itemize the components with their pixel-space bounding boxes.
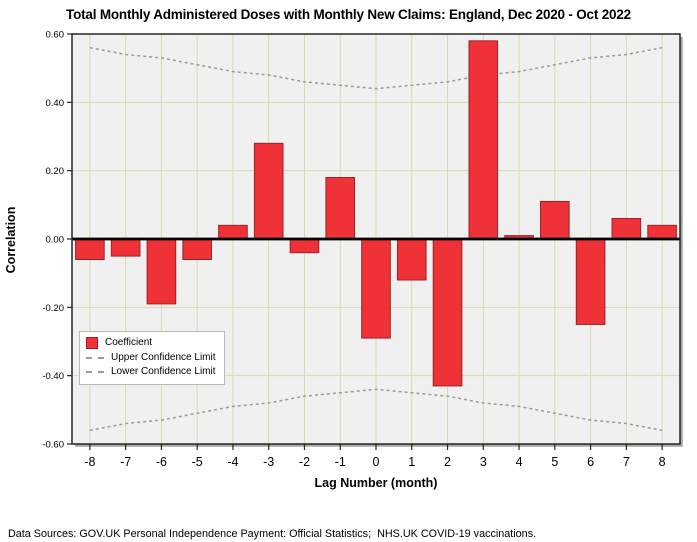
x-tick-label: -2 (299, 455, 310, 469)
bar-lag--4 (218, 224, 248, 240)
upper-confidence-line (89, 46, 663, 90)
legend-item-label: Upper Confidence Limit (111, 351, 216, 363)
x-tick-label: 3 (480, 455, 487, 469)
bar-lag--1 (325, 177, 356, 240)
dashed-line-swatch-icon (86, 371, 104, 374)
x-tick-label: 8 (659, 455, 666, 469)
x-tick-label: 2 (444, 455, 451, 469)
bar-lag--2 (289, 238, 320, 254)
y-tick-label: -0.60 (42, 440, 64, 451)
bar-lag-2 (432, 238, 463, 387)
y-tick-label: 0.20 (46, 166, 65, 177)
bar-lag-5 (540, 200, 570, 240)
x-tick-label: 1 (408, 455, 415, 469)
coefficient-swatch-icon (86, 337, 98, 350)
x-tick-label: -4 (227, 455, 238, 469)
x-tick-label: -8 (84, 455, 95, 469)
bar-lag-3 (468, 40, 499, 240)
y-tick-label: 0.60 (46, 30, 65, 41)
cross-correlation-chart: 0.60 0.40 0.20 0.00 -0.20 -0.40 -0.60 -8 -7 -6 -5 -… (42, 30, 683, 469)
legend-item-label: Coefficient (105, 337, 153, 348)
y-axis-label: Correlation (4, 206, 18, 274)
bar-lag-8 (647, 224, 677, 240)
bar-lag--5 (182, 238, 212, 260)
bar-lag-7 (611, 218, 642, 240)
x-tick-label: -3 (263, 455, 274, 469)
bar-lag--7 (110, 238, 141, 257)
x-tick-label: 4 (516, 455, 523, 469)
chart-title: Total Monthly Administered Doses with Mo… (66, 7, 631, 22)
bar-lag-1 (396, 238, 427, 281)
x-axis-label: Lag Number (month) (314, 476, 438, 490)
x-tick-label: 7 (623, 455, 630, 469)
y-tick-label: 0.00 (46, 235, 65, 246)
bar-lag--8 (75, 238, 105, 260)
lower-confidence-line (89, 388, 663, 432)
bar-lag-6 (575, 238, 606, 325)
x-tick-label: -1 (335, 455, 346, 469)
x-tick-label: 5 (551, 455, 558, 469)
caption: Data Sources: GOV.UK Personal Independen… (8, 501, 536, 542)
y-tick-label: -0.20 (42, 303, 64, 314)
x-tick-label: 0 (373, 455, 380, 469)
legend-item: Upper Confidence Limit (86, 351, 216, 366)
bar-lag-0 (361, 238, 391, 339)
y-tick-label: 0.40 (46, 98, 65, 109)
caption-line-1: Data Sources: GOV.UK Personal Independen… (8, 528, 537, 540)
bar-lag--6 (146, 238, 177, 305)
x-tick-label: -5 (192, 455, 203, 469)
x-tick-label: -6 (156, 455, 167, 469)
legend-item-label: Lower Confidence Limit (111, 366, 216, 377)
x-tick-label: -7 (120, 455, 131, 469)
legend-item: Coefficient (86, 336, 216, 351)
dashed-line-swatch-icon (86, 356, 104, 359)
x-tick-label: 6 (587, 455, 594, 469)
legend-box: Coefficient Upper Confidence Limit Lower C… (79, 331, 225, 385)
legend-item: Lower Confidence Limit (86, 365, 216, 380)
bar-lag--3 (253, 142, 284, 240)
y-tick-label: -0.40 (42, 371, 64, 382)
